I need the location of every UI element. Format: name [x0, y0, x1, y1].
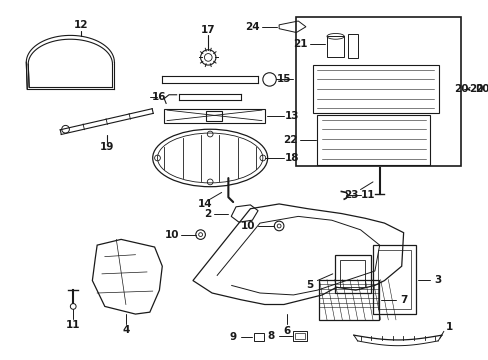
Bar	[334, 255, 370, 293]
Text: 10: 10	[241, 221, 255, 231]
Bar	[206, 111, 221, 121]
Text: 1: 1	[445, 321, 452, 332]
Text: 20: 20	[453, 84, 468, 94]
Text: 4: 4	[122, 325, 129, 336]
Text: 3: 3	[434, 275, 441, 285]
Text: 18: 18	[284, 153, 298, 163]
Text: 13: 13	[284, 111, 298, 121]
Text: 16: 16	[152, 92, 166, 102]
Text: 14: 14	[198, 199, 212, 209]
Text: 17: 17	[201, 24, 215, 35]
Text: 20: 20	[474, 84, 488, 94]
Bar	[340, 260, 365, 287]
Text: 9: 9	[229, 332, 236, 342]
Bar	[326, 36, 344, 57]
Text: 21: 21	[292, 39, 307, 49]
Text: 22: 22	[283, 135, 297, 145]
Text: 10: 10	[164, 230, 179, 240]
Bar	[372, 245, 415, 314]
Bar	[295, 333, 305, 339]
Text: 12: 12	[74, 20, 88, 30]
Text: 20: 20	[468, 84, 482, 94]
Bar	[317, 115, 429, 165]
Bar	[296, 17, 460, 166]
Text: 11: 11	[66, 320, 81, 330]
Text: 11: 11	[360, 190, 375, 200]
Text: 7: 7	[399, 295, 407, 305]
Text: 24: 24	[244, 22, 259, 32]
Bar	[293, 331, 306, 341]
Text: 6: 6	[283, 326, 290, 336]
Text: 5: 5	[305, 280, 313, 291]
Bar	[312, 65, 438, 113]
Text: 19: 19	[100, 143, 114, 152]
Text: 2: 2	[203, 208, 210, 219]
Bar	[377, 250, 410, 309]
Text: 23: 23	[343, 190, 358, 200]
Text: 8: 8	[267, 331, 275, 341]
Text: 15: 15	[276, 75, 290, 85]
Bar	[319, 280, 378, 320]
Bar	[164, 109, 264, 122]
Bar	[254, 333, 263, 341]
Bar	[347, 35, 357, 58]
